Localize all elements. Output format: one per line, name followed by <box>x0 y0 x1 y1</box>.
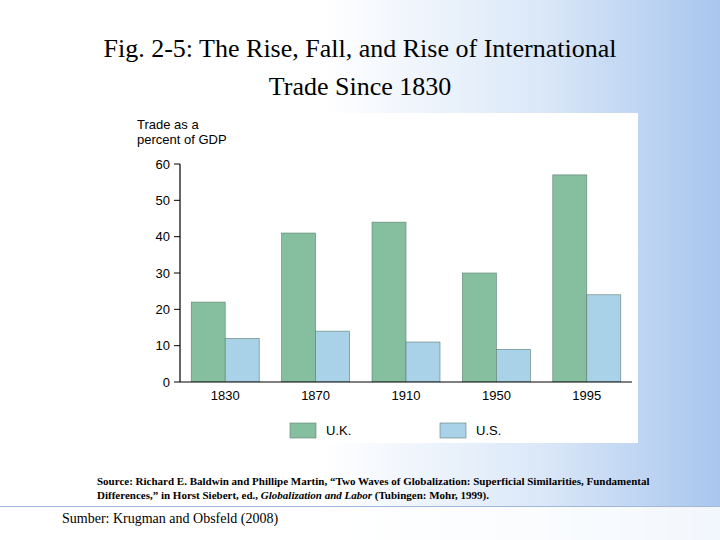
x-tick-label: 1950 <box>482 388 511 403</box>
y-tick-label: 10 <box>156 338 170 353</box>
y-tick <box>174 236 180 237</box>
legend-label: U.S. <box>476 423 501 438</box>
y-tick-label: 20 <box>156 302 170 317</box>
bar <box>372 222 406 382</box>
bar <box>496 349 530 382</box>
bar <box>406 342 440 382</box>
legend-swatch <box>440 423 466 438</box>
y-tick-label: 40 <box>156 229 170 244</box>
y-axis <box>179 164 180 382</box>
y-tick-label: 0 <box>163 375 170 390</box>
y-axis-label: Trade as a percent of GDP <box>137 117 237 147</box>
bar <box>553 175 587 382</box>
x-tick-label: 1830 <box>211 388 240 403</box>
y-tick <box>174 273 180 274</box>
source-part: (Tubingen: Mohr, 1999). <box>372 489 489 501</box>
x-tick-label: 1870 <box>301 388 330 403</box>
y-tick <box>174 164 180 165</box>
source: Source: Richard E. Baldwin and Phillipe … <box>97 474 657 502</box>
bar <box>191 302 225 382</box>
bar <box>587 295 621 382</box>
title: Fig. 2-5: The Rise, Fall, and Rise of In… <box>80 30 640 106</box>
y-tick <box>174 200 180 201</box>
bar <box>282 233 316 382</box>
chart-background <box>130 113 638 443</box>
x-tick-label: 1910 <box>392 388 421 403</box>
footer: Sumber: Krugman and Obsfeld (2008) <box>62 511 278 527</box>
legend-label: U.K. <box>326 423 351 438</box>
y-tick <box>174 382 180 383</box>
y-tick-label: 50 <box>156 193 170 208</box>
legend-swatch <box>290 423 316 438</box>
y-tick-label: 30 <box>156 266 170 281</box>
bar <box>225 338 259 382</box>
y-tick <box>174 309 180 310</box>
bar <box>462 273 496 382</box>
bars <box>191 175 621 382</box>
y-tick-label: 60 <box>156 157 170 172</box>
chart: 0 10 20 30 40 50 60 1830 1870 1910 1950 1995 U.K. U.S… <box>0 0 720 540</box>
bar <box>316 331 350 382</box>
x-axis <box>180 381 632 382</box>
x-tick-label: 1995 <box>572 388 601 403</box>
source-part: Globalization and Labor <box>261 489 372 501</box>
y-tick <box>174 345 180 346</box>
